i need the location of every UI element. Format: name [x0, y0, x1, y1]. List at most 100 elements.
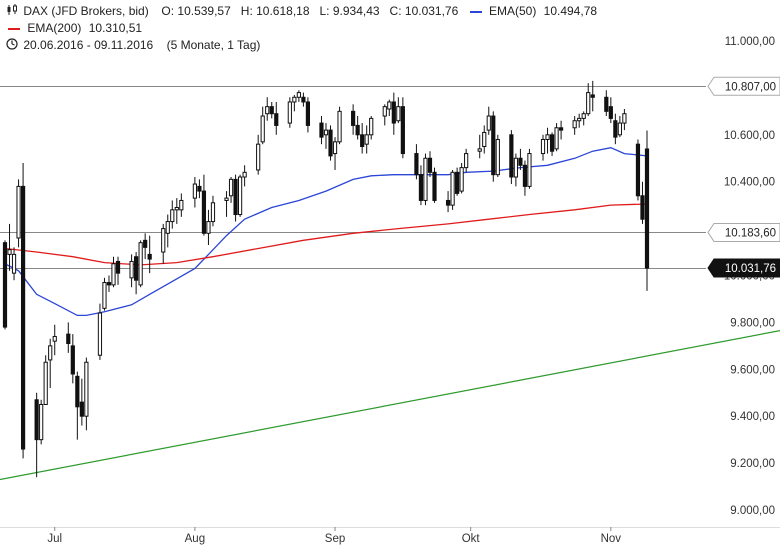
candle-down: [66, 333, 71, 345]
candle-up: [581, 113, 586, 119]
candle-up: [337, 110, 342, 143]
candle-down: [355, 124, 360, 136]
candle-down: [197, 185, 202, 192]
candle-down: [418, 174, 424, 201]
candle-up: [332, 141, 338, 155]
candle-up: [179, 199, 184, 211]
instrument-name: DAX (JFD Brokers, bid): [23, 4, 149, 18]
candle-down: [328, 129, 333, 157]
candle-down: [549, 134, 555, 152]
x-tick-label: Aug: [185, 533, 205, 545]
x-tick-label: Nov: [601, 533, 622, 545]
candle-up: [129, 260, 134, 279]
candle-up: [495, 138, 500, 176]
candle-up: [242, 171, 247, 178]
candle-up: [554, 127, 559, 150]
candle-up: [165, 221, 170, 234]
candle-up: [174, 206, 179, 211]
candle-up: [459, 167, 464, 192]
candle-down: [635, 143, 641, 197]
ema200-line: [4, 203, 648, 266]
candle-up: [170, 209, 175, 223]
level-badge-label: 10.183,60: [725, 227, 776, 239]
candle-down: [427, 157, 433, 173]
candle-down: [455, 171, 460, 194]
ema200-swatch: [8, 27, 20, 30]
candle-up: [545, 134, 550, 140]
clock-icon: [6, 38, 20, 53]
ema200-label: EMA(200): [27, 21, 82, 35]
candle-up: [464, 153, 469, 169]
candle-down: [115, 260, 121, 274]
candle-down: [319, 122, 324, 138]
x-tick-label: Jul: [47, 533, 62, 545]
candle-down: [604, 96, 609, 112]
candle-down: [644, 148, 650, 269]
candle-up: [84, 361, 89, 417]
candle-up: [617, 122, 622, 136]
candle-down: [590, 94, 595, 98]
y-tick-label: 10.400,00: [724, 177, 775, 189]
candle-down: [106, 282, 112, 286]
x-tick-label: Sep: [325, 533, 345, 545]
candle-up: [387, 101, 392, 110]
candle-up: [237, 176, 243, 216]
candle-up: [192, 183, 197, 199]
candle-down: [613, 120, 618, 138]
candle-down: [274, 113, 279, 126]
y-tick-label: 9.000,00: [730, 505, 775, 517]
legend-row-instrument: DAX (JFD Brokers, bid) O: 10.539,57 H: 1…: [6, 4, 597, 19]
candle-up: [513, 157, 518, 178]
candle-down: [445, 199, 451, 206]
candle-up: [138, 242, 143, 286]
level-badge: [707, 76, 780, 96]
candle-up: [48, 345, 53, 361]
candle-down: [491, 115, 496, 176]
candle-down: [301, 96, 306, 103]
candle-down: [75, 375, 80, 408]
ohlc-values: O: 10.539,57 H: 10.618,18 L: 9.934,43 C:…: [161, 4, 459, 18]
y-tick-label: 9.400,00: [730, 411, 775, 423]
candle-up: [396, 106, 401, 122]
candle-down: [558, 127, 564, 131]
legend-row-ema200: EMA(200) 10.310,51: [6, 21, 142, 35]
candle-down: [640, 195, 645, 220]
ema50-swatch: [469, 10, 482, 13]
candle-up: [323, 129, 329, 136]
level-badge: [707, 222, 780, 242]
candle-up: [364, 134, 369, 145]
candle-up: [540, 138, 546, 155]
candle-up: [97, 312, 103, 356]
candle-down: [79, 401, 84, 417]
level-badge-label: 10.807,00: [725, 81, 776, 93]
candle-down: [391, 101, 396, 124]
candlestick-icon: [6, 4, 20, 19]
candle-up: [52, 335, 57, 342]
candle-down: [134, 256, 139, 281]
candle-up: [369, 117, 374, 136]
last-price-badge: [707, 258, 780, 278]
candle-up: [43, 361, 48, 405]
x-tick-label: Okt: [462, 533, 481, 545]
candle-up: [228, 178, 234, 197]
candle-up: [450, 171, 455, 206]
candle-down: [518, 157, 523, 166]
candle-up: [256, 143, 261, 171]
candle-up: [423, 157, 428, 201]
ema50-label: EMA(50): [488, 4, 537, 18]
candle-down: [70, 345, 75, 375]
candle-down: [608, 106, 613, 119]
candle-down: [269, 106, 274, 115]
candle-up: [572, 120, 577, 129]
candle-down: [509, 134, 514, 178]
date-range: 20.06.2016 - 09.11.2016 (5 Monate, 1 Tag…: [23, 38, 261, 52]
candle-up: [292, 96, 297, 103]
candle-up: [482, 131, 487, 148]
candle-down: [360, 134, 365, 148]
candle-up: [11, 253, 17, 274]
ema50-value: 10.494,78: [543, 4, 598, 18]
candle-up: [224, 197, 229, 201]
y-tick-label: 9.600,00: [730, 364, 775, 376]
